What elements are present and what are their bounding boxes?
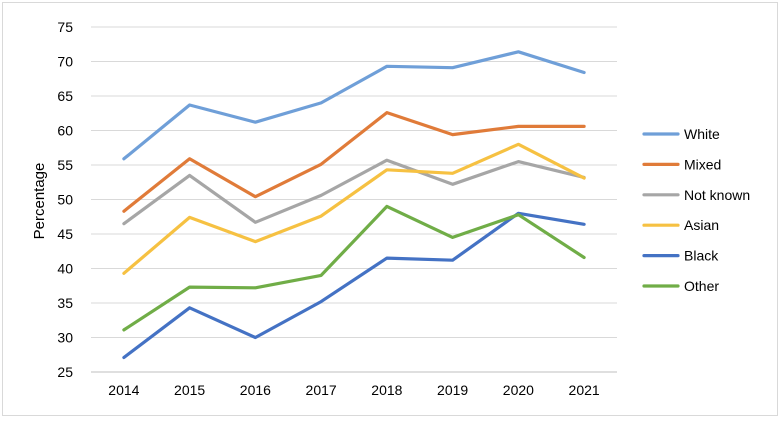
x-tick-label: 2016 bbox=[240, 382, 271, 398]
x-tick-label: 2018 bbox=[371, 382, 402, 398]
legend-label: Other bbox=[684, 278, 719, 294]
x-tick-label: 2020 bbox=[503, 382, 534, 398]
y-tick-label: 60 bbox=[57, 123, 73, 139]
y-tick-label: 30 bbox=[57, 330, 73, 346]
y-tick-label: 25 bbox=[57, 364, 73, 380]
y-tick-label: 75 bbox=[57, 19, 73, 35]
x-tick-label: 2021 bbox=[569, 382, 600, 398]
series-line-white bbox=[122, 50, 586, 161]
y-tick-label: 65 bbox=[57, 88, 73, 104]
x-tick-label: 2019 bbox=[437, 382, 468, 398]
legend-label: Black bbox=[684, 248, 719, 264]
legend-label: Mixed bbox=[684, 156, 721, 172]
legend-label: Asian bbox=[684, 217, 719, 233]
y-axis-tick-labels: 25 30 35 40 45 50 55 60 65 70 75 bbox=[57, 19, 73, 380]
y-axis-label: Percentage bbox=[31, 163, 48, 240]
y-tick-label: 45 bbox=[57, 226, 73, 242]
x-tick-label: 2014 bbox=[108, 382, 139, 398]
legend-item: Asian bbox=[642, 217, 719, 233]
y-tick-label: 70 bbox=[57, 54, 73, 70]
legend-item: Other bbox=[642, 278, 719, 294]
legend-item: Black bbox=[642, 248, 719, 264]
x-axis-tick-labels: 2014 2015 2016 2017 2018 2019 2020 2021 bbox=[108, 382, 600, 398]
series-line-other bbox=[122, 204, 586, 332]
x-tick-label: 2017 bbox=[306, 382, 337, 398]
x-tick-label: 2015 bbox=[174, 382, 205, 398]
legend-label: Not known bbox=[684, 187, 750, 203]
series-line-black bbox=[122, 211, 586, 360]
legend-item: Mixed bbox=[642, 156, 721, 172]
series-line-mixed bbox=[122, 110, 586, 213]
y-tick-label: 55 bbox=[57, 157, 73, 173]
series-line-asian bbox=[122, 142, 586, 275]
legend-item: Not known bbox=[642, 187, 750, 203]
y-tick-label: 50 bbox=[57, 192, 73, 208]
chart-frame: 25 30 35 40 45 50 55 60 65 70 75 2014 2015 2016 2017 2… bbox=[2, 2, 778, 416]
legend-item: White bbox=[642, 126, 720, 142]
gridlines bbox=[91, 26, 617, 373]
series-line-not-known bbox=[122, 158, 586, 226]
series-lines bbox=[122, 50, 586, 360]
y-tick-label: 40 bbox=[57, 261, 73, 277]
legend-label: White bbox=[684, 126, 720, 142]
y-tick-label: 35 bbox=[57, 295, 73, 311]
legend: White Mixed Not known Asian Black Other bbox=[642, 126, 750, 294]
